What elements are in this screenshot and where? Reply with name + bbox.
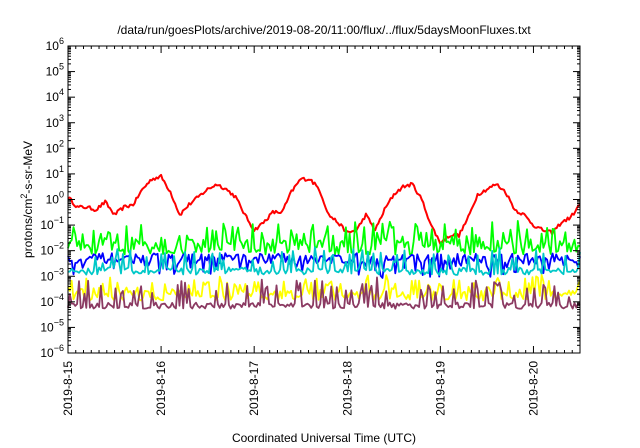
y-tick-label: 100 [46, 190, 64, 207]
y-tick-label: 10−3 [40, 266, 64, 283]
y-tick-label: 103 [46, 113, 64, 130]
y-tick-label: 10−5 [40, 317, 64, 334]
y-tick-label: 10−2 [40, 241, 64, 258]
x-axis-label: Coordinated Universal Time (UTC) [232, 431, 416, 445]
x-tick-label: 2019-8-20 [526, 361, 540, 416]
series-line-6 [67, 276, 581, 310]
y-tick-label: 105 [46, 62, 64, 79]
y-tick-label: 104 [46, 87, 64, 104]
y-tick-label: 102 [46, 138, 64, 155]
series-line-4 [67, 246, 581, 276]
x-tick-label: 2019-8-15 [61, 361, 75, 416]
y-tick-label: 101 [46, 164, 64, 181]
plot-area [67, 173, 581, 310]
series-line-5 [67, 274, 581, 302]
x-tick-label: 2019-8-18 [340, 361, 354, 416]
y-tick-label: 10−1 [40, 215, 64, 232]
y-tick-label: 106 [46, 36, 64, 53]
x-tick-label: 2019-8-17 [247, 361, 261, 416]
series-line-2 [67, 220, 581, 256]
x-tick-label: 2019-8-19 [433, 361, 447, 416]
y-axis-label: protons/cm2-s-sr-MeV [19, 141, 35, 258]
x-tick-label: 2019-8-16 [154, 361, 168, 416]
series-line-1 [67, 173, 581, 246]
y-tick-label: 10−6 [40, 343, 64, 360]
y-tick-label: 10−4 [40, 292, 64, 309]
chart-title: /data/run/goesPlots/archive/2019-08-20/1… [117, 23, 531, 37]
